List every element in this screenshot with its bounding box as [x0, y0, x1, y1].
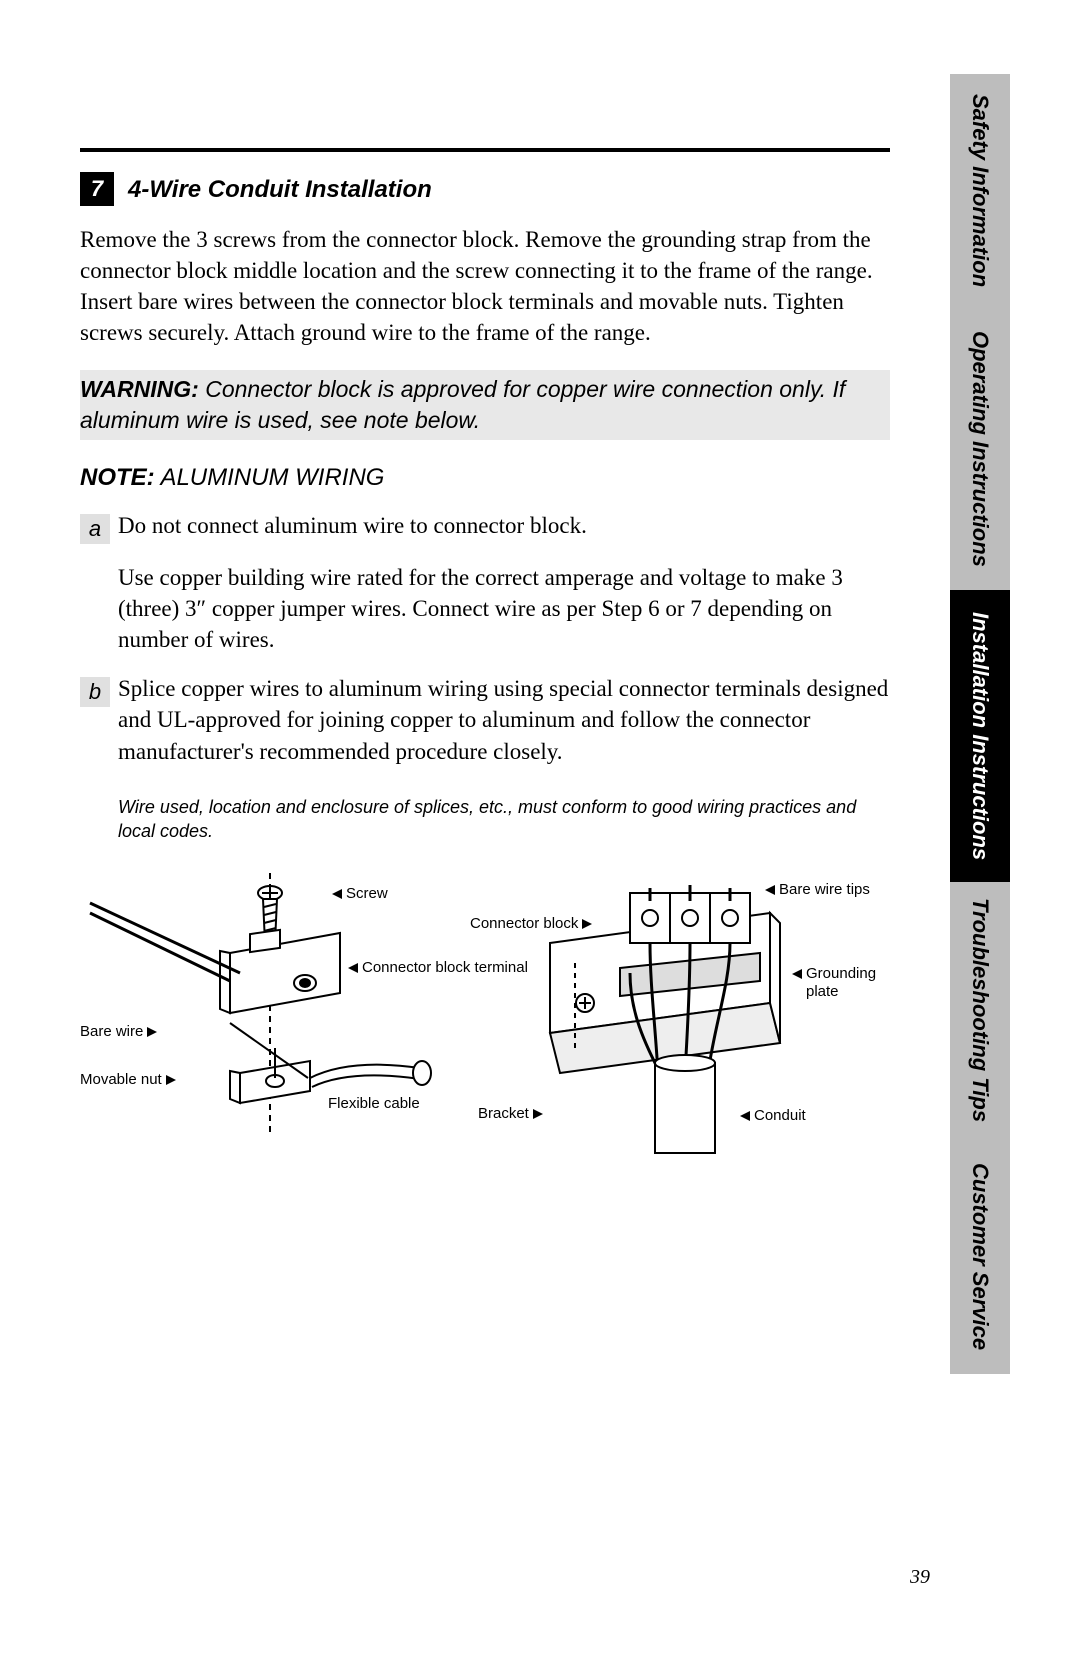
page-number: 39	[910, 1566, 930, 1589]
note-lead: NOTE:	[80, 464, 155, 491]
label-grounding-plate-l2: plate	[806, 983, 839, 1000]
note-item-b: b Splice copper wires to aluminum wiring…	[80, 673, 890, 766]
note-title-text: ALUMINUM WIRING	[155, 464, 385, 491]
side-tab[interactable]: Installation Instructions	[950, 590, 1010, 882]
note-b-text: Splice copper wires to aluminum wiring u…	[118, 673, 890, 766]
sub-marker-a: a	[80, 514, 110, 544]
warning-box: WARNING: Connector block is approved for…	[80, 370, 890, 440]
note-a-paragraph: Use copper building wire rated for the c…	[118, 562, 890, 655]
fineprint: Wire used, location and enclosure of spl…	[118, 795, 890, 844]
side-tab[interactable]: Safety Information	[950, 74, 1010, 308]
label-bare-wire: Bare wire	[80, 1023, 157, 1040]
note-a-line1: Do not connect aluminum wire to connecto…	[118, 510, 587, 541]
label-connector-block: Connector block	[470, 915, 592, 932]
label-bracket: Bracket	[478, 1105, 543, 1122]
page: 7 4-Wire Conduit Installation Remove the…	[0, 0, 1080, 1669]
step-body: Remove the 3 screws from the connector b…	[80, 224, 890, 348]
side-tabs: Safety InformationOperating Instructions…	[950, 74, 1010, 1374]
label-screw: Screw	[332, 885, 388, 902]
note-item-a: a Do not connect aluminum wire to connec…	[80, 510, 890, 544]
main-content: 7 4-Wire Conduit Installation Remove the…	[80, 130, 890, 1173]
note-heading: NOTE: ALUMINUM WIRING	[80, 464, 890, 492]
warning-label: WARNING:	[80, 376, 199, 402]
label-movable-nut: Movable nut	[80, 1071, 176, 1088]
sub-marker-b: b	[80, 677, 110, 707]
label-flexible-cable: Flexible cable	[328, 1095, 420, 1112]
label-bare-wire-tips: Bare wire tips	[765, 881, 870, 898]
step-title: 4-Wire Conduit Installation	[128, 176, 432, 204]
side-tab[interactable]: Troubleshooting Tips	[950, 882, 1010, 1138]
side-tab[interactable]: Operating Instructions	[950, 308, 1010, 591]
step-number-marker: 7	[80, 172, 114, 206]
label-conduit: Conduit	[740, 1107, 806, 1124]
step-heading: 7 4-Wire Conduit Installation	[80, 172, 890, 206]
figures-area: Screw Connector block terminal Bare wire…	[80, 873, 890, 1173]
label-grounding-plate-l1: Grounding	[792, 965, 876, 982]
side-tab[interactable]: Customer Service	[950, 1139, 1010, 1375]
